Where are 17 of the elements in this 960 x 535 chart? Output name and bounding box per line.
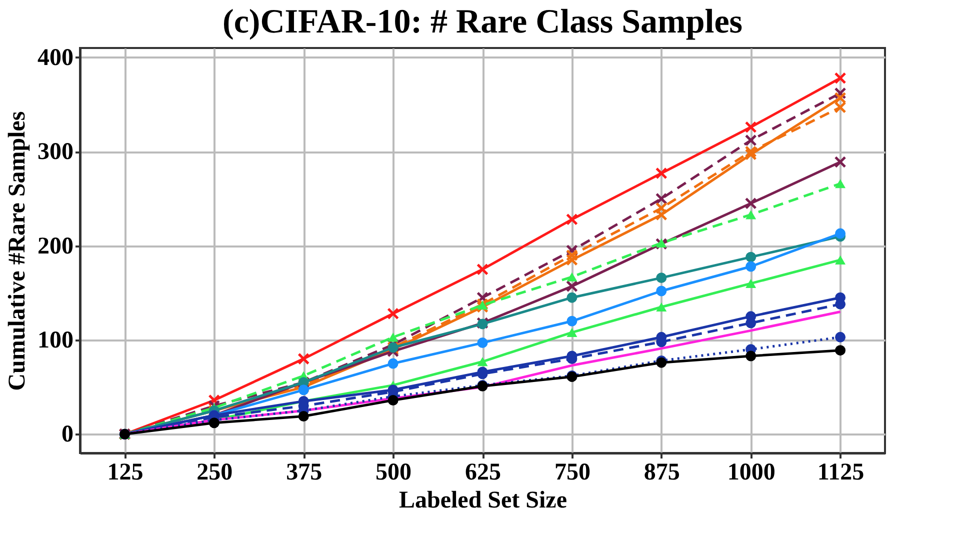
x-tick-label: 375 (286, 460, 322, 486)
x-tick-label: 625 (465, 460, 501, 486)
x-axis-title: Labeled Set Size (399, 488, 568, 514)
x-tick-label: 1125 (817, 460, 864, 486)
x-tick-label: 125 (107, 460, 144, 486)
x-tick-label: 500 (376, 460, 412, 486)
y-tick-label: 200 (38, 233, 74, 260)
y-tick-label: 100 (38, 327, 74, 354)
x-tick-label: 1000 (727, 460, 776, 486)
y-tick-label: 0 (62, 422, 74, 448)
x-tick-label: 875 (644, 460, 680, 486)
y-tick-label: 400 (38, 44, 74, 71)
y-tick-label: 300 (38, 139, 74, 166)
chart-title: (c)CIFAR-10: # Rare Class Samples (222, 3, 743, 40)
x-tick-label: 750 (554, 460, 590, 486)
x-tick-label: 250 (196, 460, 233, 486)
y-axis-title: Cumulative #Rare Samples (4, 111, 30, 391)
